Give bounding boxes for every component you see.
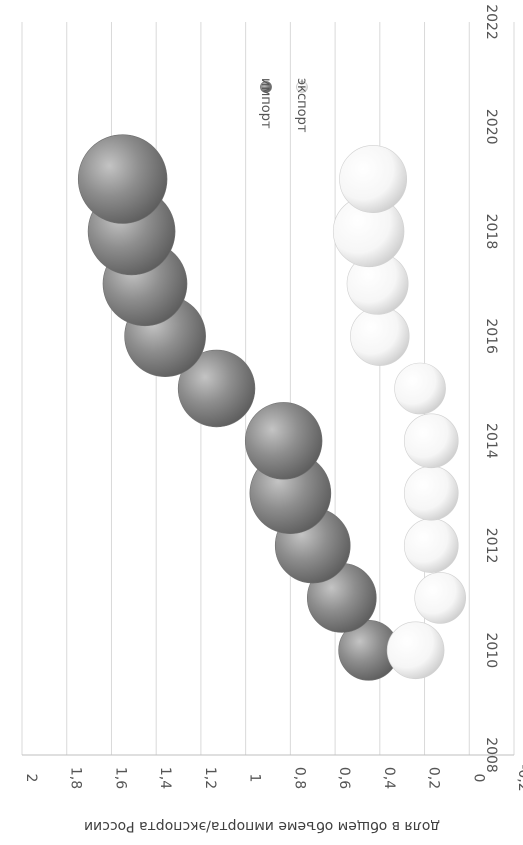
bubble [403,413,459,469]
x-tick-label: 2014 [483,423,499,459]
y-tick-label: 0,6 [336,767,352,789]
legend-label: импорт [258,78,273,129]
x-tick-label: 2022 [483,4,499,40]
x-tick-label: 2016 [483,318,499,354]
bubble [77,134,168,224]
y-tick-label: 0 [470,774,486,783]
series-import [77,134,399,681]
legend-marker [260,81,272,93]
x-tick-label: 2008 [483,737,499,773]
series-export [332,145,467,680]
bubble [339,145,408,213]
y-tick-label: 1,2 [202,767,218,789]
bubble [394,362,446,415]
gridlines [21,22,515,756]
x-tick-label: 2010 [483,632,499,668]
bubble [414,572,467,624]
y-tick-label: 1,8 [68,767,84,789]
y-tick-label: 0,4 [381,767,397,789]
legend-label: экспорт [294,78,309,133]
y-tick-label: 2 [23,774,39,783]
y-tick-label: 1,6 [112,767,128,789]
y-tick-label: 1,4 [157,767,173,789]
y-axis-title: доля в общем объеме импорта/экспорта Рос… [84,818,440,834]
y-tick-label: 1 [247,774,263,783]
legend: импорт экспорт [258,78,309,133]
x-tick-label: 2018 [483,214,499,250]
plot-area [77,134,467,681]
bubble [386,621,445,680]
tick-labels: -0,2 0 0,2 0,4 0,6 0,8 1 1,2 1,4 1,6 1,8 2 2008 2010 2… [23,4,523,791]
y-tick-label: -0,2 [515,764,523,791]
legend-marker [296,81,308,93]
bubble [350,306,410,366]
x-tick-label: 2020 [483,109,499,145]
bubble [403,518,459,573]
bubble [177,349,256,428]
x-tick-label: 2012 [483,528,499,564]
bubble [403,465,459,521]
bubble [244,402,323,480]
y-tick-label: 0,2 [426,767,442,789]
y-tick-label: 0,8 [291,767,307,789]
